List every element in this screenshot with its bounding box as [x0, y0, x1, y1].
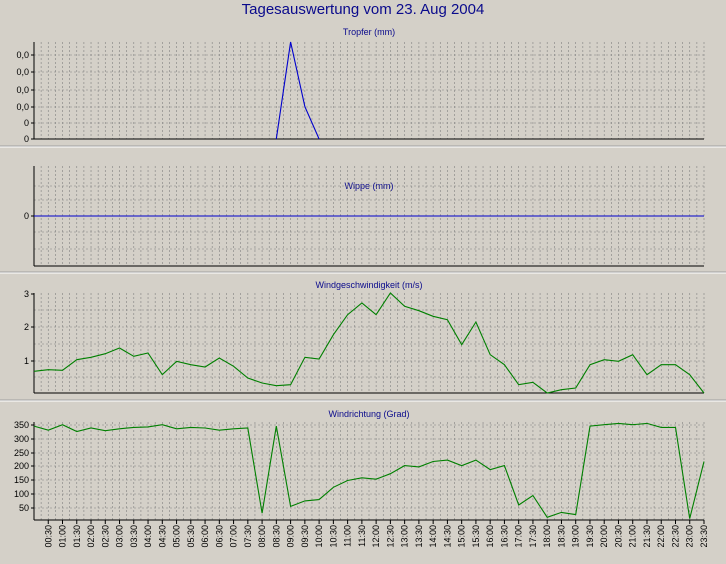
x-tick-label: 03:00	[115, 525, 125, 548]
y-tick-label: 1	[24, 356, 29, 366]
y-tick-label: 0,0	[16, 85, 29, 95]
x-tick-label: 12:00	[371, 525, 381, 548]
x-tick-label: 11:00	[343, 525, 353, 547]
x-tick-label: 09:00	[286, 525, 296, 548]
y-tick-label: 300	[14, 434, 29, 444]
x-tick-label: 11:30	[357, 525, 367, 547]
x-tick-label: 18:00	[542, 525, 552, 548]
x-tick-label: 16:30	[499, 525, 509, 548]
x-tick-label: 14:30	[442, 525, 452, 548]
x-tick-label: 01:00	[58, 525, 68, 548]
y-tick-label: 0,0	[16, 67, 29, 77]
x-tick-label: 15:00	[457, 525, 467, 548]
x-tick-label: 21:00	[628, 525, 638, 548]
y-tick-label: 0	[24, 134, 29, 144]
x-tick-label: 17:00	[514, 525, 524, 548]
x-tick-label: 01:30	[72, 525, 82, 548]
x-tick-label: 06:00	[200, 525, 210, 548]
x-tick-label: 22:00	[656, 525, 666, 548]
x-tick-label: 21:30	[642, 525, 652, 548]
x-tick-label: 03:30	[129, 525, 139, 548]
x-tick-label: 07:00	[229, 525, 239, 548]
x-axis-labels: 00:30 01:00 01:30 02:00 02:30 03:00 03:30 04:00…	[43, 520, 709, 548]
chart-title: Windgeschwindigkeit (m/s)	[315, 280, 422, 290]
series-line	[33, 292, 705, 394]
x-tick-label: 16:00	[485, 525, 495, 548]
chart-title: Tropfer (mm)	[343, 27, 395, 37]
y-tick-label: 0,0	[16, 102, 29, 112]
x-tick-label: 23:30	[699, 525, 709, 548]
chart-title: Windrichtung (Grad)	[328, 409, 409, 419]
x-tick-label: 18:30	[556, 525, 566, 548]
x-tick-label: 07:30	[243, 525, 253, 548]
x-tick-label: 02:30	[100, 525, 110, 548]
chart-panel: Wippe (mm)0	[0, 166, 726, 274]
x-tick-label: 10:30	[328, 525, 338, 548]
chart-panel: Windrichtung (Grad) 50 100 150 200 250 300 350	[14, 409, 705, 521]
y-tick-label: 250	[14, 448, 29, 458]
x-tick-label: 09:30	[300, 525, 310, 548]
x-tick-label: 05:00	[172, 525, 182, 548]
series-line	[33, 422, 705, 519]
y-tick-label: 150	[14, 475, 29, 485]
x-tick-label: 23:00	[685, 525, 695, 548]
y-tick-label: 200	[14, 461, 29, 471]
x-tick-label: 00:30	[43, 525, 53, 548]
x-tick-label: 05:30	[186, 525, 196, 548]
x-tick-label: 14:00	[428, 525, 438, 548]
x-tick-label: 13:30	[414, 525, 424, 548]
x-tick-label: 04:00	[143, 525, 153, 548]
y-tick-label: 3	[24, 289, 29, 299]
x-tick-label: 04:30	[157, 525, 167, 548]
x-tick-label: 19:00	[571, 525, 581, 548]
series-line	[275, 41, 320, 140]
x-tick-label: 20:30	[614, 525, 624, 548]
y-tick-label: 0	[24, 211, 29, 221]
y-tick-label: 0,0	[16, 50, 29, 60]
y-tick-label: 2	[24, 322, 29, 332]
x-tick-label: 17:30	[528, 525, 538, 548]
x-tick-label: 06:30	[214, 525, 224, 548]
x-tick-label: 19:30	[585, 525, 595, 548]
x-tick-label: 12:30	[385, 525, 395, 548]
x-tick-label: 13:00	[400, 525, 410, 548]
x-tick-label: 22:30	[671, 525, 681, 548]
x-tick-label: 08:30	[271, 525, 281, 548]
chart-panel: Windgeschwindigkeit (m/s) 1 2 3	[0, 280, 726, 402]
x-tick-label: 20:00	[599, 525, 609, 548]
x-tick-label: 10:00	[314, 525, 324, 548]
chart-panel: Tropfer (mm) 0,0 0,0 0,0 0,0 0 0	[0, 27, 726, 148]
y-tick-label: 100	[14, 489, 29, 499]
page-title: Tagesauswertung vom 23. Aug 2004	[241, 1, 485, 18]
y-tick-label: 350	[14, 420, 29, 430]
x-tick-label: 15:30	[471, 525, 481, 548]
x-tick-label: 02:00	[86, 525, 96, 548]
x-tick-label: 08:00	[257, 525, 267, 548]
y-tick-label: 0	[24, 118, 29, 128]
y-tick-label: 50	[19, 503, 29, 513]
